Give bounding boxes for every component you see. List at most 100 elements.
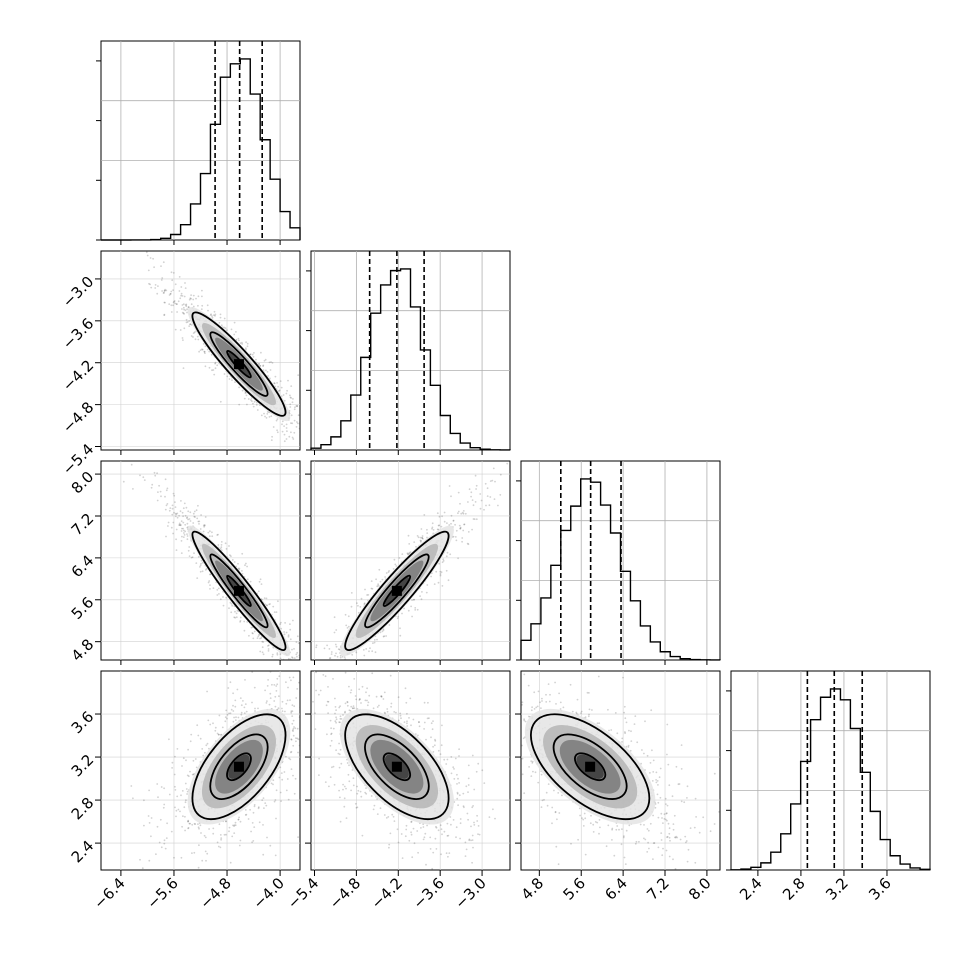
sample-point bbox=[245, 813, 248, 816]
sample-point bbox=[169, 292, 172, 295]
sample-point bbox=[493, 498, 496, 500]
sample-point bbox=[204, 836, 207, 839]
sample-point bbox=[163, 289, 166, 292]
sample-point bbox=[173, 856, 175, 859]
sample-point bbox=[289, 751, 292, 754]
sample-point bbox=[269, 671, 272, 673]
sample-point bbox=[456, 797, 459, 800]
sample-point bbox=[418, 725, 421, 728]
sample-point bbox=[286, 699, 289, 702]
sample-point bbox=[330, 651, 333, 653]
sample-point bbox=[208, 580, 211, 582]
sample-point bbox=[217, 587, 220, 590]
sample-point bbox=[279, 657, 282, 660]
sample-point bbox=[471, 754, 474, 757]
sample-point bbox=[467, 531, 470, 533]
sample-point bbox=[181, 308, 183, 310]
sample-point bbox=[421, 535, 424, 537]
sample-point bbox=[259, 650, 262, 653]
sample-point bbox=[297, 836, 299, 838]
sample-point bbox=[381, 630, 384, 633]
sample-point bbox=[358, 698, 361, 700]
sample-point bbox=[441, 515, 443, 518]
sample-point bbox=[424, 832, 427, 835]
sample-point bbox=[285, 631, 288, 634]
sample-point bbox=[397, 696, 400, 699]
sample-point bbox=[273, 700, 276, 702]
sample-point bbox=[230, 555, 232, 558]
sample-point bbox=[318, 757, 320, 760]
sample-point bbox=[168, 509, 171, 512]
sample-point bbox=[429, 848, 432, 850]
sample-point bbox=[233, 333, 236, 336]
sample-point bbox=[348, 780, 351, 783]
sample-point bbox=[480, 499, 483, 502]
sample-point bbox=[253, 400, 256, 403]
sample-point bbox=[206, 690, 209, 693]
sample-point bbox=[272, 426, 275, 428]
sample-point bbox=[521, 748, 522, 750]
sample-point bbox=[305, 445, 307, 447]
sample-point bbox=[194, 338, 197, 341]
sample-point bbox=[410, 821, 413, 823]
sample-point bbox=[158, 484, 161, 487]
sample-point bbox=[434, 740, 437, 742]
sample-point bbox=[171, 513, 174, 516]
sample-point bbox=[661, 817, 663, 819]
sample-point bbox=[308, 445, 310, 447]
sample-point bbox=[307, 647, 309, 649]
sample-point bbox=[333, 616, 336, 619]
sample-point bbox=[241, 552, 244, 555]
sample-point bbox=[234, 821, 237, 824]
sample-point bbox=[452, 519, 455, 522]
sample-point bbox=[189, 297, 192, 300]
sample-point bbox=[164, 288, 167, 291]
sample-point bbox=[489, 496, 492, 498]
sample-point bbox=[229, 554, 231, 556]
sample-point bbox=[263, 412, 265, 415]
sample-point bbox=[239, 839, 242, 842]
sample-point bbox=[514, 705, 516, 707]
sample-point bbox=[309, 677, 311, 679]
sample-point bbox=[285, 789, 288, 792]
sample-point bbox=[404, 687, 407, 690]
sample-point bbox=[382, 629, 385, 631]
sample-point bbox=[284, 661, 286, 663]
sample-point bbox=[686, 797, 688, 799]
sample-point bbox=[170, 830, 173, 833]
sample-point bbox=[356, 792, 359, 795]
sample-point bbox=[432, 851, 435, 854]
sample-point bbox=[413, 598, 415, 601]
sample-point bbox=[471, 499, 474, 501]
sample-point bbox=[685, 841, 687, 844]
sample-point bbox=[475, 484, 478, 487]
sample-point bbox=[285, 755, 287, 758]
sample-point bbox=[271, 435, 273, 438]
sample-point bbox=[462, 805, 465, 807]
sample-point bbox=[170, 304, 173, 307]
sample-point bbox=[445, 852, 448, 855]
sample-point bbox=[511, 735, 513, 737]
sample-point bbox=[412, 718, 415, 721]
sample-point bbox=[300, 443, 302, 445]
sample-point bbox=[685, 840, 688, 842]
sample-point bbox=[448, 524, 451, 526]
sample-point bbox=[394, 563, 397, 566]
sample-point bbox=[452, 819, 455, 821]
sample-point bbox=[223, 326, 226, 329]
sample-point bbox=[209, 530, 211, 533]
sample-point bbox=[251, 353, 254, 356]
sample-point bbox=[400, 717, 402, 720]
sample-point bbox=[175, 815, 177, 818]
sample-point bbox=[244, 392, 247, 395]
sample-point bbox=[422, 826, 425, 828]
sample-point bbox=[334, 706, 337, 708]
sample-point bbox=[343, 797, 346, 800]
sample-point bbox=[325, 704, 328, 707]
sample-point bbox=[186, 308, 189, 311]
sample-point bbox=[296, 421, 298, 423]
sample-point bbox=[376, 706, 379, 708]
sample-point bbox=[182, 339, 184, 341]
sample-point bbox=[304, 725, 306, 727]
sample-point bbox=[163, 290, 166, 292]
